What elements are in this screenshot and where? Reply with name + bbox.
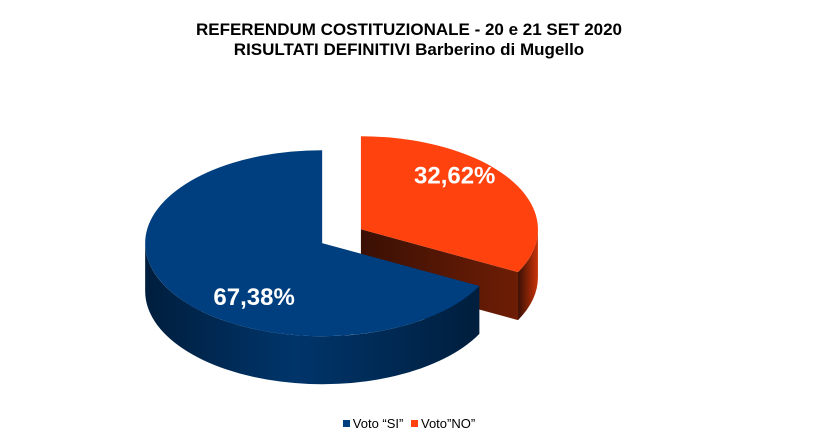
chart-subtitle: RISULTATI DEFINITIVI Barberino di Mugell… [233,40,585,59]
chart-legend: Voto “SI” Voto”NO” [0,416,818,431]
legend-swatch-si [342,420,350,427]
chart-title: REFERENDUM COSTITUZIONALE - 20 e 21 SET … [195,20,623,39]
pie-side-no [518,229,538,321]
pie-chart: 67,38% 32,62% [145,136,538,385]
pie-slice-no [360,136,538,273]
legend-label-no: Voto”NO” [421,416,476,431]
pie-side-si [145,243,480,385]
data-label-no: 32,62% [414,162,495,189]
legend-item-si: Voto “SI” [342,416,404,431]
legend-swatch-no [411,420,418,427]
legend-item-no: Voto”NO” [411,416,475,431]
chart-title-block: REFERENDUM COSTITUZIONALE - 20 e 21 SET … [0,20,818,60]
legend-label-si: Voto “SI” [352,416,404,431]
data-label-si: 67,38% [213,284,294,311]
pie-slice-si [145,150,480,337]
